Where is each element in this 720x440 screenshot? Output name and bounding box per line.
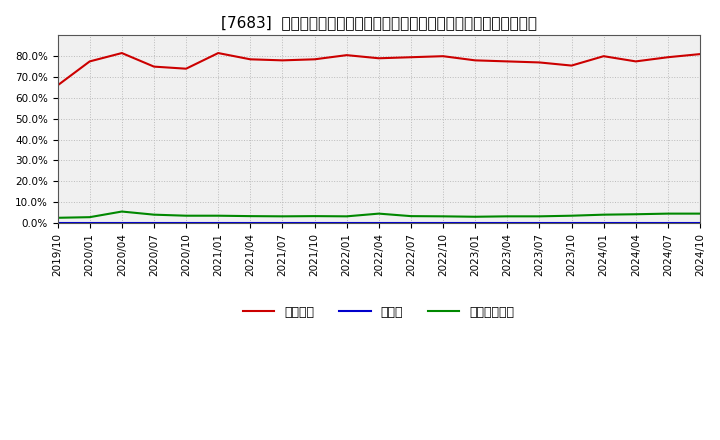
- のれん: [181, 220, 190, 226]
- のれん: [310, 220, 319, 226]
- のれん: [374, 220, 383, 226]
- 繰延税金資産: [567, 213, 576, 218]
- Legend: 自己資本, のれん, 繰延税金資産: 自己資本, のれん, 繰延税金資産: [238, 301, 519, 323]
- 自己資本: [117, 51, 126, 56]
- のれん: [535, 220, 544, 226]
- のれん: [631, 220, 640, 226]
- 繰延税金資産: [664, 211, 672, 216]
- 繰延税金資産: [278, 214, 287, 219]
- のれん: [246, 220, 255, 226]
- 自己資本: [342, 52, 351, 58]
- 繰延税金資産: [214, 213, 222, 218]
- 自己資本: [246, 57, 255, 62]
- のれん: [438, 220, 447, 226]
- 繰延税金資産: [599, 212, 608, 217]
- 繰延税金資産: [374, 211, 383, 216]
- 繰延税金資産: [342, 214, 351, 219]
- 繰延税金資産: [631, 212, 640, 217]
- 自己資本: [407, 55, 415, 60]
- 自己資本: [631, 59, 640, 64]
- 繰延税金資産: [53, 215, 62, 220]
- のれん: [407, 220, 415, 226]
- のれん: [53, 220, 62, 226]
- 繰延税金資産: [471, 214, 480, 220]
- 自己資本: [471, 58, 480, 63]
- Line: 自己資本: 自己資本: [58, 53, 700, 85]
- 繰延税金資産: [407, 213, 415, 219]
- 自己資本: [214, 51, 222, 56]
- 繰延税金資産: [503, 214, 512, 219]
- 自己資本: [438, 54, 447, 59]
- のれん: [664, 220, 672, 226]
- 自己資本: [150, 64, 158, 69]
- のれん: [503, 220, 512, 226]
- 繰延税金資産: [310, 213, 319, 219]
- のれん: [599, 220, 608, 226]
- のれん: [214, 220, 222, 226]
- 自己資本: [535, 60, 544, 65]
- のれん: [117, 220, 126, 226]
- 自己資本: [374, 55, 383, 61]
- のれん: [696, 220, 704, 226]
- 自己資本: [599, 54, 608, 59]
- 自己資本: [310, 57, 319, 62]
- 自己資本: [53, 83, 62, 88]
- 繰延税金資産: [438, 214, 447, 219]
- のれん: [150, 220, 158, 226]
- 自己資本: [278, 58, 287, 63]
- 自己資本: [567, 63, 576, 68]
- 自己資本: [503, 59, 512, 64]
- のれん: [278, 220, 287, 226]
- 自己資本: [664, 55, 672, 60]
- 繰延税金資産: [535, 214, 544, 219]
- のれん: [567, 220, 576, 226]
- のれん: [342, 220, 351, 226]
- のれん: [86, 220, 94, 226]
- 繰延税金資産: [86, 215, 94, 220]
- 繰延税金資産: [696, 211, 704, 216]
- 自己資本: [86, 59, 94, 64]
- 繰延税金資産: [181, 213, 190, 218]
- のれん: [471, 220, 480, 226]
- 自己資本: [696, 51, 704, 57]
- 繰延税金資産: [117, 209, 126, 214]
- 繰延税金資産: [246, 213, 255, 219]
- Title: [7683]  自己資本、のれん、繰延税金資産の総資産に対する比率の推移: [7683] 自己資本、のれん、繰延税金資産の総資産に対する比率の推移: [221, 15, 537, 30]
- Line: 繰延税金資産: 繰延税金資産: [58, 212, 700, 218]
- 自己資本: [181, 66, 190, 71]
- 繰延税金資産: [150, 212, 158, 217]
